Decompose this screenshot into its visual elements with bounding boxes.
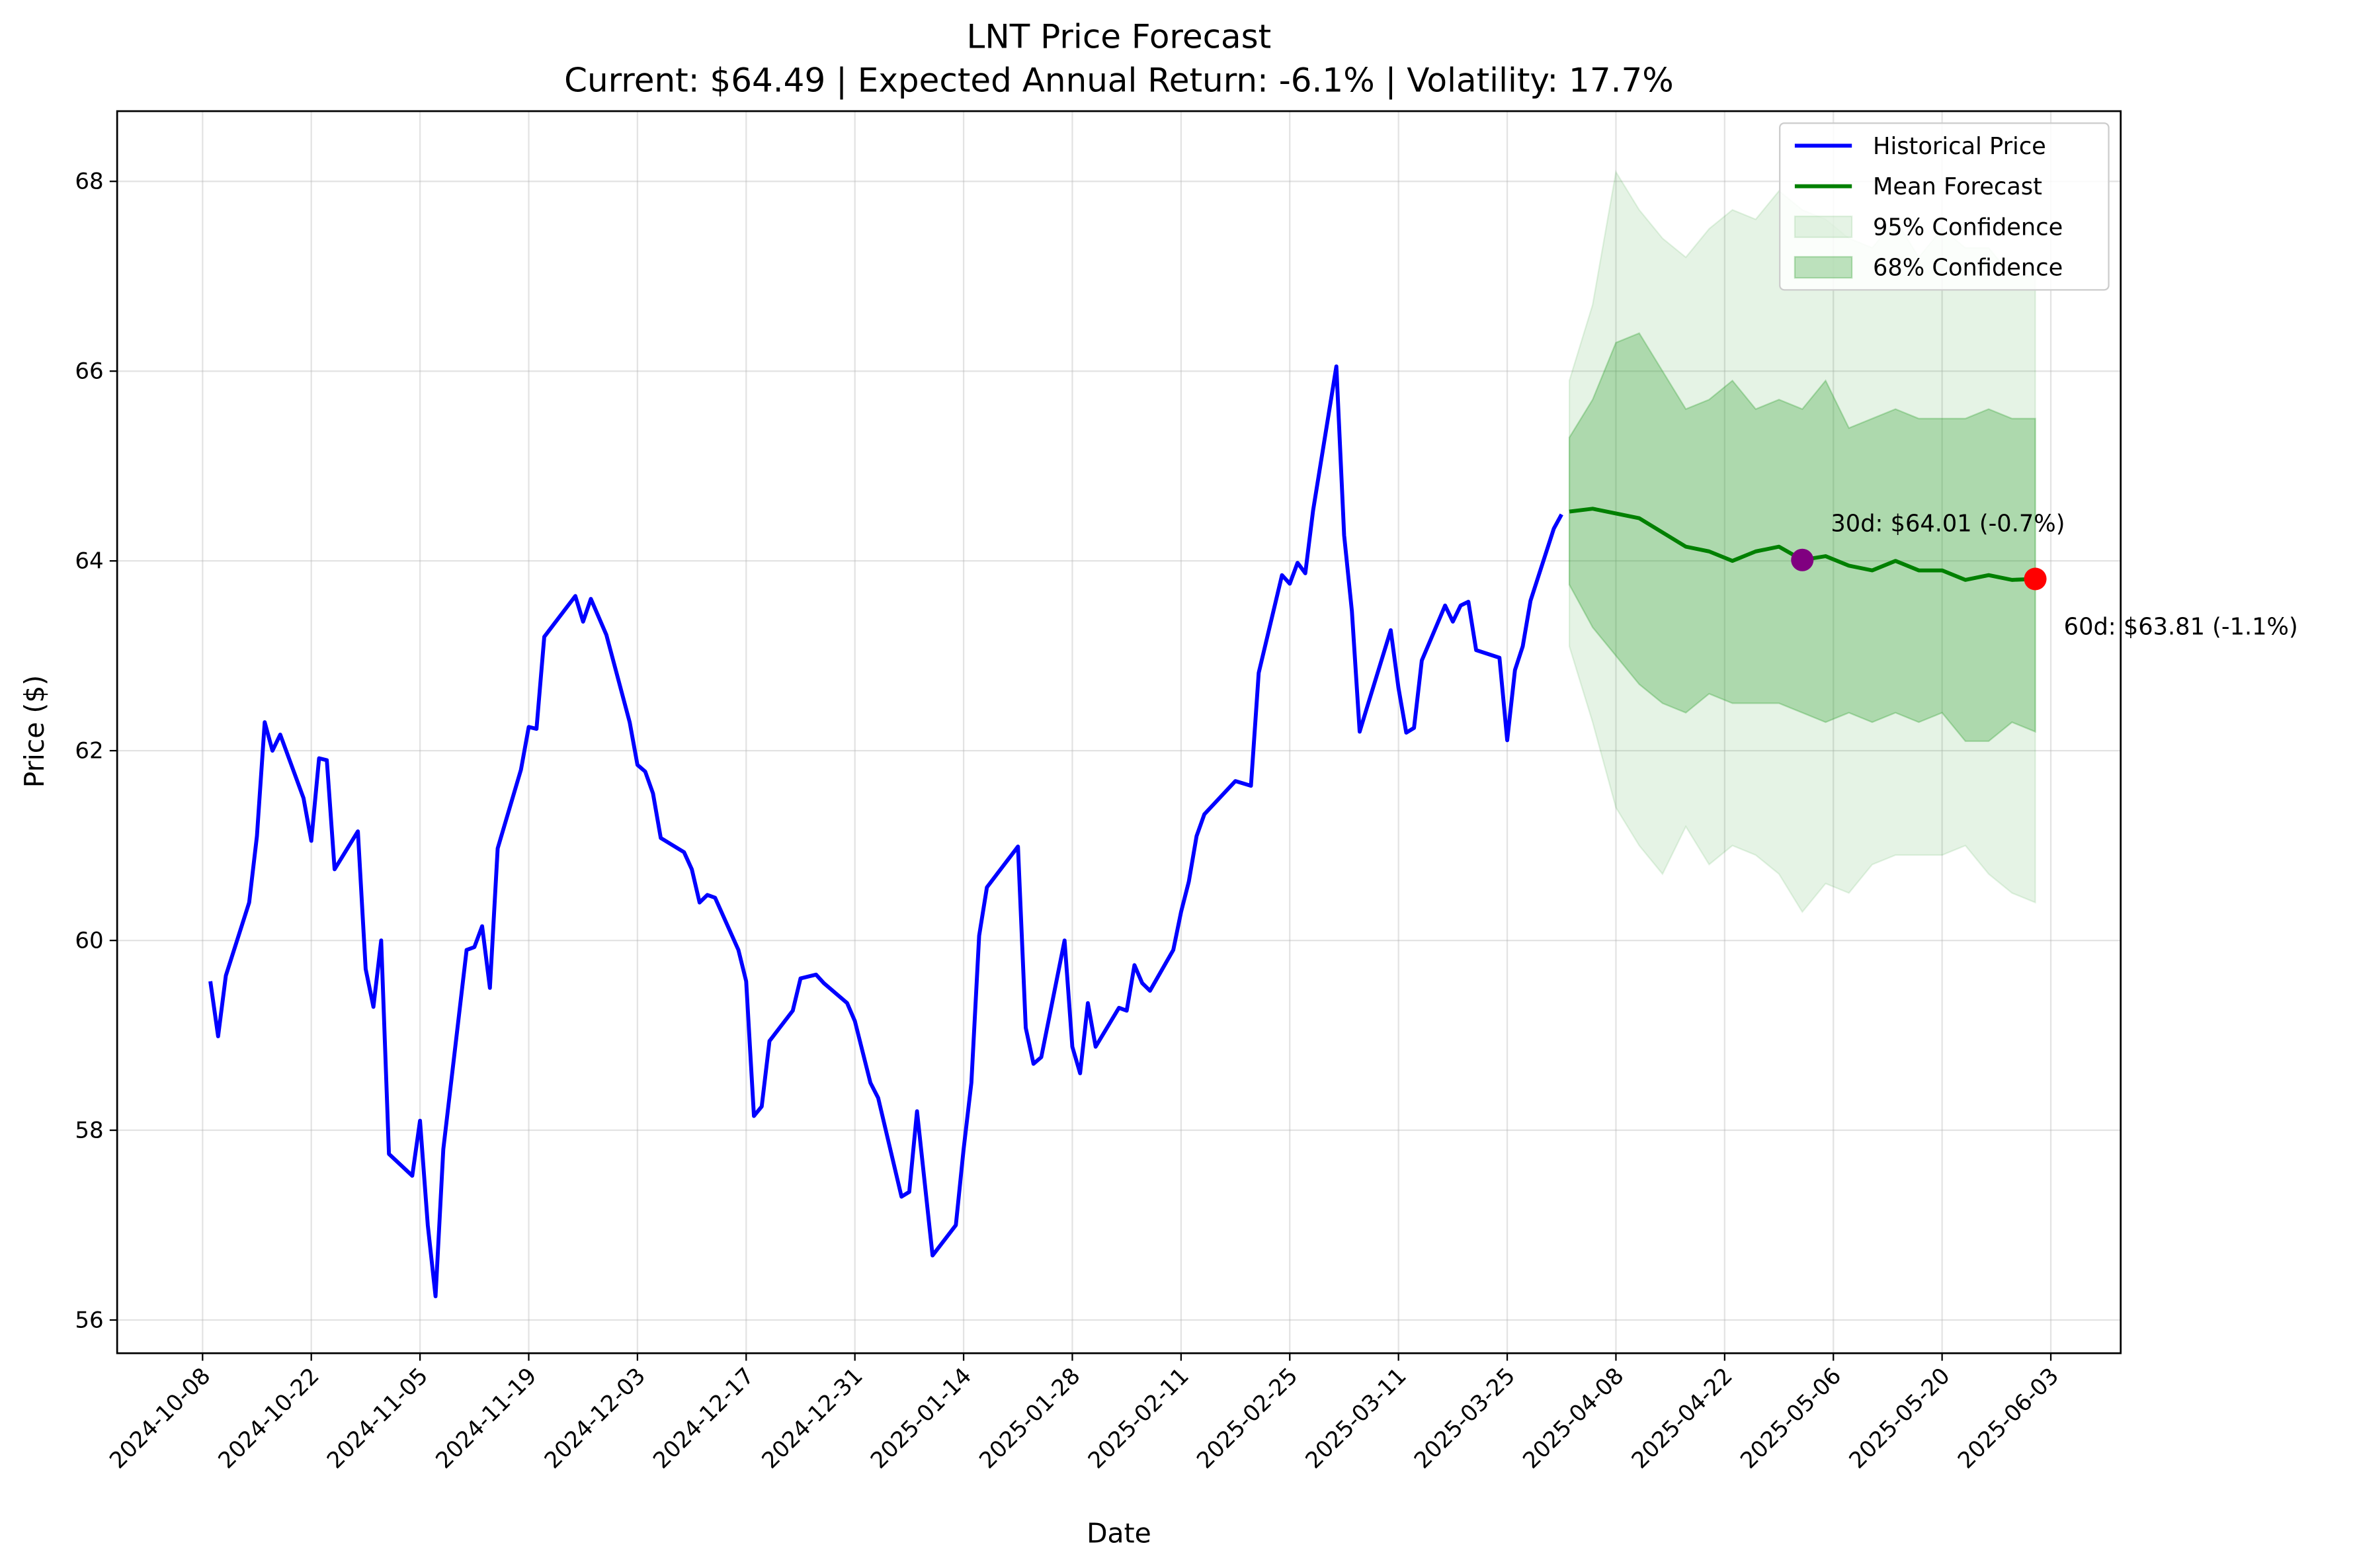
legend-label: Historical Price xyxy=(1873,133,2046,160)
chart-subtitle: Current: $64.49 | Expected Annual Return… xyxy=(564,62,1674,100)
y-tick-label: 62 xyxy=(75,737,103,764)
legend-swatch xyxy=(1794,256,1853,279)
confidence-band xyxy=(1568,332,2036,742)
y-tick-label: 60 xyxy=(75,927,103,954)
y-tick-label: 66 xyxy=(75,358,103,385)
legend-swatch xyxy=(1794,215,1853,238)
series-line xyxy=(208,364,1563,1299)
confidence-band xyxy=(1568,169,2036,913)
y-tick-label: 68 xyxy=(75,169,103,195)
forecast-marker xyxy=(2024,567,2047,591)
x-axis-label: Date xyxy=(1087,1517,1151,1549)
forecast-annotation: 30d: $64.01 (-0.7%) xyxy=(1831,511,2065,538)
y-tick-label: 64 xyxy=(75,548,103,575)
legend-label: 68% Confidence xyxy=(1873,255,2063,282)
y-tick-label: 56 xyxy=(75,1307,103,1333)
legend-label: Mean Forecast xyxy=(1873,173,2042,200)
y-axis-label: Price ($) xyxy=(19,675,50,788)
legend-box xyxy=(1779,122,2110,291)
forecast-marker xyxy=(1791,548,1814,571)
legend-label: 95% Confidence xyxy=(1873,214,2063,241)
forecast-annotation: 60d: $63.81 (-1.1%) xyxy=(2064,613,2298,640)
chart-title: LNT Price Forecast xyxy=(967,18,1272,56)
plot-frame xyxy=(116,110,2122,1354)
y-tick-label: 58 xyxy=(75,1117,103,1143)
